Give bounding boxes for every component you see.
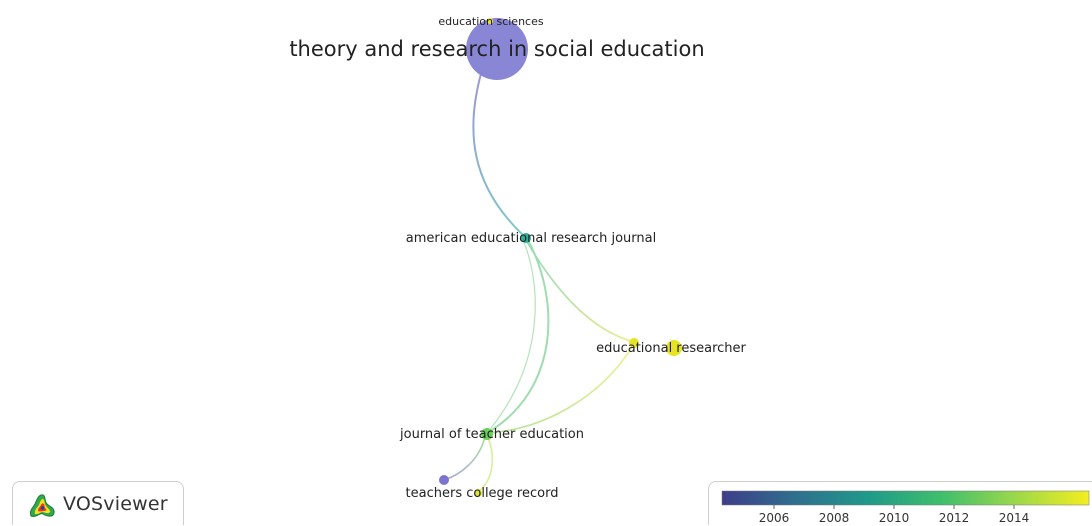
edge-jte-tcr-2	[477, 435, 494, 493]
vosviewer-logo-icon	[30, 494, 55, 517]
label-teachers-college-record: teachers college record	[406, 486, 559, 501]
label-journal-of-teacher-education: journal of teacher education	[399, 427, 584, 442]
node-education-sciences[interactable]	[487, 18, 493, 24]
legend-tick-label: 2014	[999, 511, 1030, 525]
node-theory-and-research-in-social-education[interactable]	[466, 18, 528, 80]
node-teachers-college-record-yellow[interactable]	[474, 489, 482, 497]
legend-tick-label: 2012	[939, 511, 970, 525]
label-educational-researcher: educational researcher	[596, 341, 746, 356]
node-teachers-college-record[interactable]	[439, 475, 449, 485]
legend-tick-label: 2006	[759, 511, 790, 525]
node-educational-researcher-small[interactable]	[629, 338, 639, 348]
node-educational-researcher[interactable]	[666, 340, 682, 356]
node-american-educational-research-journal[interactable]	[521, 233, 531, 243]
legend-tick-label: 2010	[879, 511, 910, 525]
edge-aerj-er	[525, 239, 635, 343]
label-theory-and-research-in-social-education: theory and research in social education	[289, 37, 704, 61]
color-legend-scale: 2006 2008 2010 2012 2014	[721, 490, 1090, 525]
edge-aerj-jte-2	[486, 239, 536, 434]
vosviewer-logo[interactable]: VOSviewer	[12, 481, 184, 525]
label-education-sciences: education sciences	[438, 15, 543, 28]
legend-gradient-bar	[721, 490, 1090, 506]
label-american-educational-research-journal: american educational research journal	[406, 231, 656, 246]
color-legend: 2006 2008 2010 2012 2014	[708, 481, 1092, 525]
legend-tick-label: 2008	[819, 511, 850, 525]
edge-aerj-jte	[486, 239, 550, 434]
edge-er-jte	[486, 343, 635, 434]
node-journal-of-teacher-education[interactable]	[481, 428, 493, 440]
edge-jte-tcr	[443, 435, 486, 481]
edge-tarse-aerj	[472, 69, 525, 237]
vosviewer-logo-text: VOSviewer	[63, 493, 168, 515]
